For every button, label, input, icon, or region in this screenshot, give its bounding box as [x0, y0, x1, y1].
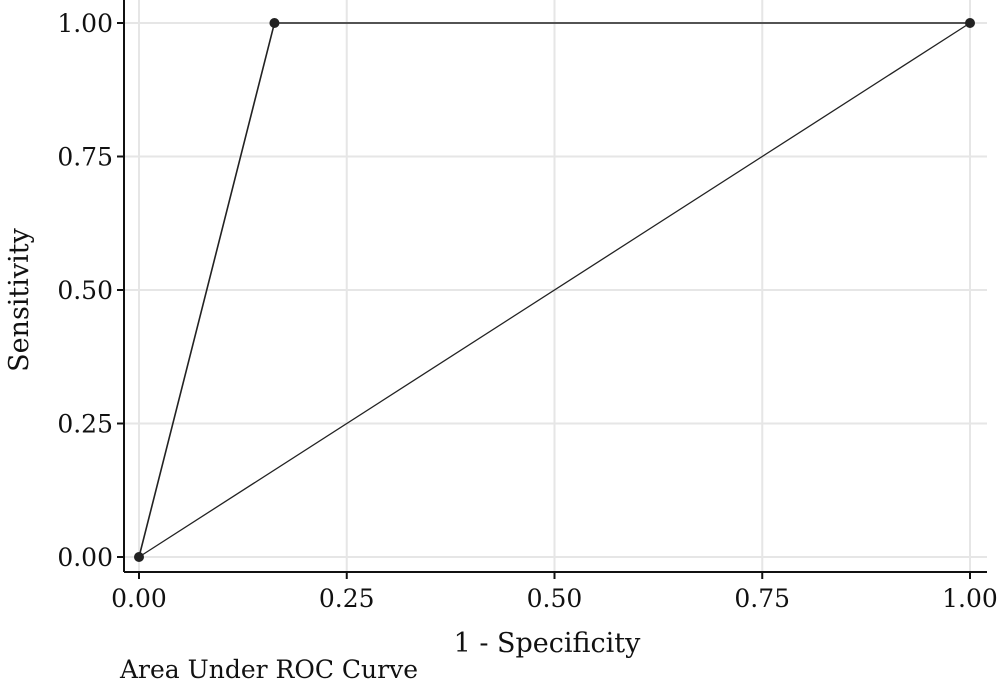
reference-diagonal-line	[138, 22, 971, 558]
y-axis-label: Sensitivity	[4, 227, 35, 372]
grid-layer	[124, 0, 987, 572]
chart-footnote: Area Under ROC Curve	[119, 655, 418, 684]
x-axis-label: 1 - Specificity	[454, 628, 642, 659]
y-tick-label: 1.00	[57, 9, 113, 38]
x-tick-label: 0.00	[111, 584, 167, 613]
axis-layer	[117, 0, 987, 579]
label-layer: 1 - Specificity Sensitivity Area Under R…	[4, 9, 998, 684]
series-layer	[134, 18, 975, 562]
roc-point	[269, 18, 280, 28]
y-tick-label: 0.00	[57, 543, 113, 572]
x-tick-label: 1.00	[942, 584, 998, 613]
x-tick-label: 0.25	[319, 584, 375, 613]
y-tick-label: 0.75	[57, 143, 113, 172]
x-tick-label: 0.75	[734, 584, 790, 613]
y-tick-label: 0.50	[57, 276, 113, 305]
y-tick-label: 0.25	[57, 410, 113, 439]
x-tick-label: 0.50	[527, 584, 583, 613]
